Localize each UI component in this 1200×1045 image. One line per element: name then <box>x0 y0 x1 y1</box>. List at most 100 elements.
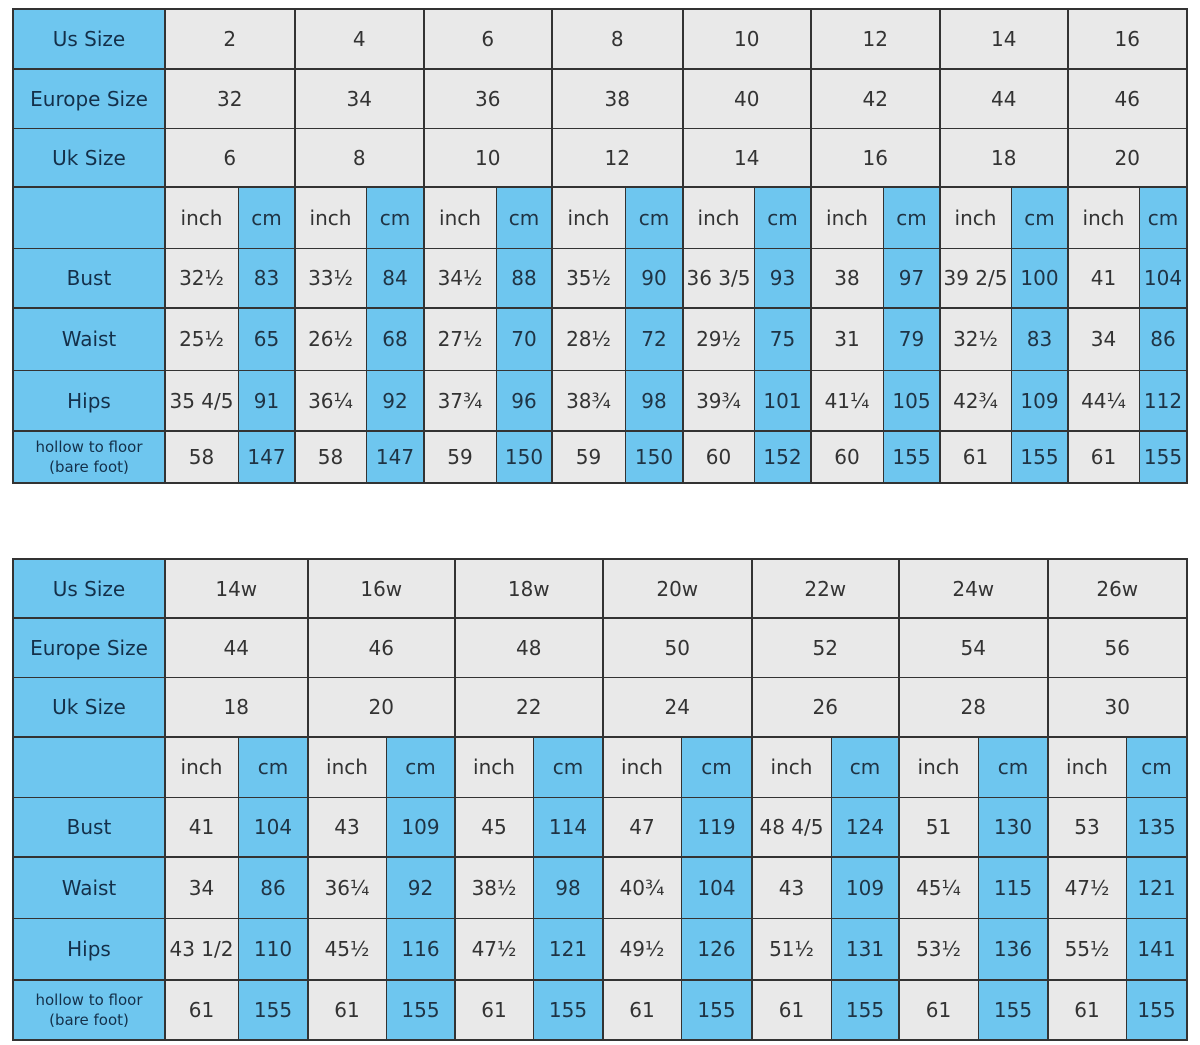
inch-value-cell: 34 <box>1068 308 1139 370</box>
inch-value-cell: 59 <box>424 431 496 482</box>
row-label-measurement: hollow to floor (bare foot) <box>14 431 164 482</box>
unit-cm-header: cm <box>534 737 602 797</box>
inch-value-cell: 61 <box>752 980 831 1039</box>
inch-value-cell: 40¾ <box>603 857 681 918</box>
unit-cm-header: cm <box>387 737 454 797</box>
us-size-cell: 24w <box>899 560 1047 617</box>
inch-value-cell: 38½ <box>455 857 533 918</box>
cm-value-cell: 155 <box>534 980 602 1039</box>
row-label-line: Waist <box>61 875 117 900</box>
inch-value-cell: 43 <box>752 857 831 918</box>
uk-size-cell: 18 <box>165 678 307 736</box>
row-label-measurement: hollow to floor (bare foot) <box>14 980 164 1039</box>
unit-inch-header: inch <box>165 187 238 248</box>
unit-row-label <box>14 187 164 248</box>
us-size-cell: 10 <box>683 10 810 68</box>
cm-value-cell: 121 <box>534 919 602 979</box>
cm-value-cell: 155 <box>832 980 898 1039</box>
cm-value-cell: 130 <box>979 798 1047 856</box>
us-size-cell: 20w <box>603 560 751 617</box>
cm-value-cell: 155 <box>1012 431 1067 482</box>
unit-cm-header: cm <box>239 737 307 797</box>
inch-value-cell: 53½ <box>899 919 978 979</box>
unit-cm-header: cm <box>497 187 551 248</box>
cm-value-cell: 126 <box>682 919 751 979</box>
inch-value-cell: 60 <box>811 431 883 482</box>
unit-inch-header: inch <box>552 187 625 248</box>
inch-value-cell: 35½ <box>552 249 625 307</box>
us-size-cell: 16 <box>1068 10 1186 68</box>
us-size-cell: 16w <box>308 560 454 617</box>
inch-value-cell: 31 <box>811 308 883 370</box>
cm-value-cell: 92 <box>387 857 454 918</box>
uk-size-cell: 10 <box>424 129 551 186</box>
inch-value-cell: 61 <box>308 980 386 1039</box>
unit-inch-header: inch <box>683 187 754 248</box>
inch-value-cell: 48 4/5 <box>752 798 831 856</box>
unit-cm-header: cm <box>832 737 898 797</box>
inch-value-cell: 47 <box>603 798 681 856</box>
inch-value-cell: 49½ <box>603 919 681 979</box>
row-label-measurement: Hips <box>14 919 164 979</box>
cm-value-cell: 98 <box>534 857 602 918</box>
row-label-line: Waist <box>61 327 117 351</box>
inch-value-cell: 41 <box>1068 249 1139 307</box>
cm-value-cell: 65 <box>239 308 294 370</box>
cm-value-cell: 101 <box>755 371 810 430</box>
inch-value-cell: 43 <box>308 798 386 856</box>
cm-value-cell: 109 <box>1012 371 1067 430</box>
unit-cm-header: cm <box>239 187 294 248</box>
inch-value-cell: 55½ <box>1048 919 1126 979</box>
uk-size-cell: 18 <box>940 129 1067 186</box>
cm-value-cell: 131 <box>832 919 898 979</box>
cm-value-cell: 124 <box>832 798 898 856</box>
cm-value-cell: 97 <box>884 249 939 307</box>
unit-inch-header: inch <box>1048 737 1126 797</box>
unit-inch-header: inch <box>603 737 681 797</box>
uk-size-cell: 16 <box>811 129 939 186</box>
row-label-line: Bust <box>66 815 112 839</box>
inch-value-cell: 38 <box>811 249 883 307</box>
us-size-cell: 4 <box>295 10 423 68</box>
us-size-cell: 14w <box>165 560 307 617</box>
europe-size-cell: 42 <box>811 69 939 128</box>
unit-row-label <box>14 737 164 797</box>
inch-value-cell: 34½ <box>424 249 496 307</box>
uk-size-cell: 12 <box>552 129 682 186</box>
inch-value-cell: 29½ <box>683 308 754 370</box>
row-label-line: Hips <box>67 388 111 413</box>
inch-value-cell: 34 <box>165 857 238 918</box>
unit-cm-header: cm <box>1012 187 1067 248</box>
cm-value-cell: 136 <box>979 919 1047 979</box>
cm-value-cell: 112 <box>1140 371 1186 430</box>
inch-value-cell: 61 <box>455 980 533 1039</box>
cm-value-cell: 75 <box>755 308 810 370</box>
row-label-measurement: Waist <box>14 308 164 370</box>
cm-value-cell: 83 <box>1012 308 1067 370</box>
uk-size-cell: 8 <box>295 129 423 186</box>
row-label-europe-size: Europe Size <box>14 69 164 128</box>
us-size-cell: 18w <box>455 560 602 617</box>
inch-value-cell: 36¼ <box>295 371 366 430</box>
cm-value-cell: 105 <box>884 371 939 430</box>
us-size-cell: 14 <box>940 10 1067 68</box>
unit-inch-header: inch <box>455 737 533 797</box>
us-size-cell: 12 <box>811 10 939 68</box>
cm-value-cell: 141 <box>1127 919 1186 979</box>
europe-size-cell: 56 <box>1048 618 1186 677</box>
europe-size-cell: 34 <box>295 69 423 128</box>
inch-value-cell: 51½ <box>752 919 831 979</box>
europe-size-cell: 50 <box>603 618 751 677</box>
cm-value-cell: 109 <box>832 857 898 918</box>
us-size-cell: 8 <box>552 10 682 68</box>
cm-value-cell: 109 <box>387 798 454 856</box>
cm-value-cell: 155 <box>1127 980 1186 1039</box>
cm-value-cell: 115 <box>979 857 1047 918</box>
unit-inch-header: inch <box>811 187 883 248</box>
unit-inch-header: inch <box>1068 187 1139 248</box>
unit-inch-header: inch <box>752 737 831 797</box>
inch-value-cell: 61 <box>1048 980 1126 1039</box>
cm-value-cell: 155 <box>979 980 1047 1039</box>
inch-value-cell: 38¾ <box>552 371 625 430</box>
unit-cm-header: cm <box>626 187 682 248</box>
